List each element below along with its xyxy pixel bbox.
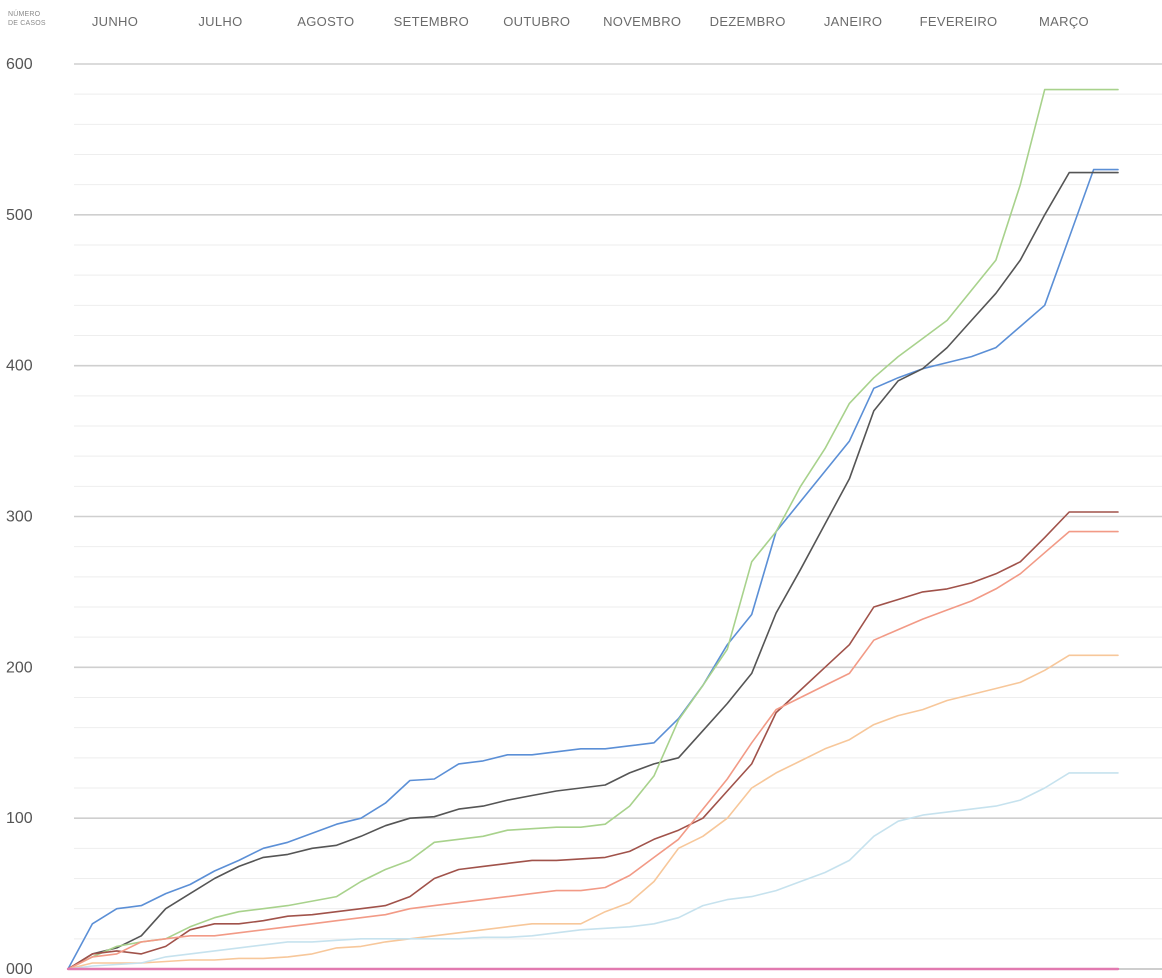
major-gridlines	[74, 63, 1162, 970]
month-label: OUTUBRO	[503, 14, 570, 29]
series-line-1	[67, 168, 1119, 970]
series-line-2	[67, 171, 1119, 970]
y-tick-label: 600	[6, 56, 33, 73]
series-lines	[66, 88, 1120, 971]
series-line-3	[67, 88, 1119, 970]
y-axis-caption-line-2: DE CASOS	[8, 20, 46, 27]
y-tick-label: 300	[6, 509, 33, 526]
series-line-6	[67, 654, 1119, 970]
series-line-5	[67, 530, 1119, 970]
y-axis-caption-line-1: NÚMERO	[8, 9, 41, 18]
y-tick-label: 500	[6, 207, 33, 224]
month-label: JUNHO	[92, 14, 138, 29]
month-label: MARÇO	[1039, 14, 1089, 29]
y-tick-label: 000	[6, 961, 33, 978]
minor-gridlines	[74, 93, 1162, 940]
series-line-7	[67, 772, 1119, 970]
y-axis-tick-labels: 000 100 200 300 400 500 600	[6, 56, 33, 978]
series-line-4	[67, 511, 1119, 970]
month-label: AGOSTO	[297, 14, 354, 29]
month-label: DEZEMBRO	[710, 14, 786, 29]
month-label: JULHO	[198, 14, 242, 29]
month-label: FEVEREIRO	[920, 14, 998, 29]
month-label: SETEMBRO	[394, 14, 469, 29]
month-labels: JUNHO JULHO AGOSTO SETEMBRO OUTUBRO NOVEMBRO D…	[92, 14, 1089, 29]
y-tick-label: 100	[6, 810, 33, 827]
y-tick-label: 200	[6, 659, 33, 676]
month-label: NOVEMBRO	[603, 14, 681, 29]
month-label: JANEIRO	[824, 14, 882, 29]
y-tick-label: 400	[6, 358, 33, 375]
